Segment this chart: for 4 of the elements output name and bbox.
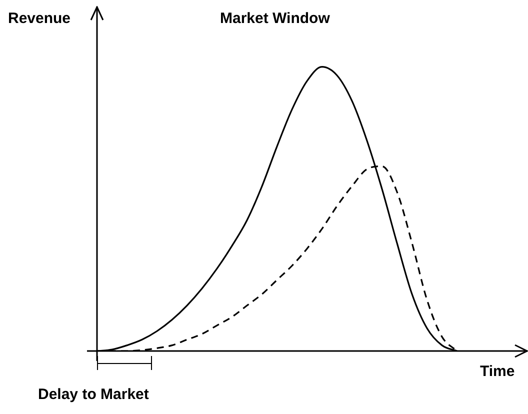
y-axis-title: Revenue — [8, 10, 71, 27]
x-axis-title: Time — [480, 363, 515, 380]
chart-title: Market Window — [220, 10, 330, 27]
text: Delay to Market — [38, 386, 149, 403]
